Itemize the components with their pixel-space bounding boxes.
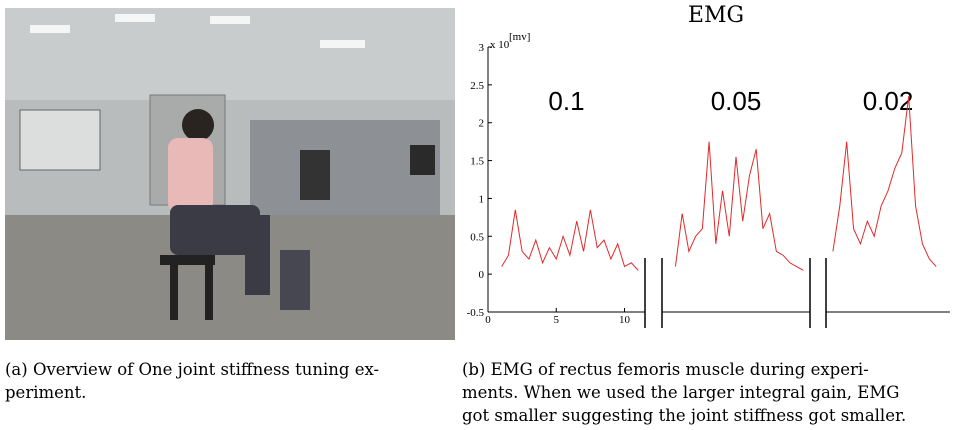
- caption-line: ments. When we used the larger integral …: [462, 383, 899, 402]
- emg-trace: [501, 209, 639, 271]
- y-tick-label: 0.5: [470, 231, 484, 243]
- x-tick-label: 0: [485, 314, 491, 326]
- y-unit-sup: [mv]: [509, 31, 530, 43]
- x-tick-label: 5: [554, 314, 560, 326]
- panel-label: 0.05: [711, 86, 762, 116]
- y-tick-label: 1.5: [470, 156, 484, 168]
- captions: (a) Overview of One joint stiffness tuni…: [5, 360, 906, 425]
- emg-trace: [832, 96, 937, 267]
- panel-label: 0.1: [548, 86, 584, 116]
- panel-label: 0.02: [863, 86, 914, 116]
- y-tick-label: 2.5: [470, 80, 484, 92]
- caption-line: (a) Overview of One joint stiffness tuni…: [5, 360, 379, 379]
- caption-line: periment.: [5, 383, 86, 402]
- y-tick-label: -0.5: [467, 307, 485, 319]
- photo: [5, 8, 455, 340]
- y-tick-label: 1: [479, 193, 485, 205]
- y-tick-label: 3: [479, 42, 485, 54]
- emg-trace: [674, 141, 804, 271]
- y-unit: x 10: [490, 39, 510, 51]
- chart-title: EMG: [688, 3, 744, 28]
- x-tick-label: 10: [619, 314, 631, 326]
- caption-line: (b) EMG of rectus femoris muscle during …: [462, 360, 869, 379]
- y-tick-label: 0: [479, 269, 485, 281]
- y-tick-label: 2: [479, 118, 485, 130]
- caption-line: got smaller suggesting the joint stiffne…: [462, 406, 906, 425]
